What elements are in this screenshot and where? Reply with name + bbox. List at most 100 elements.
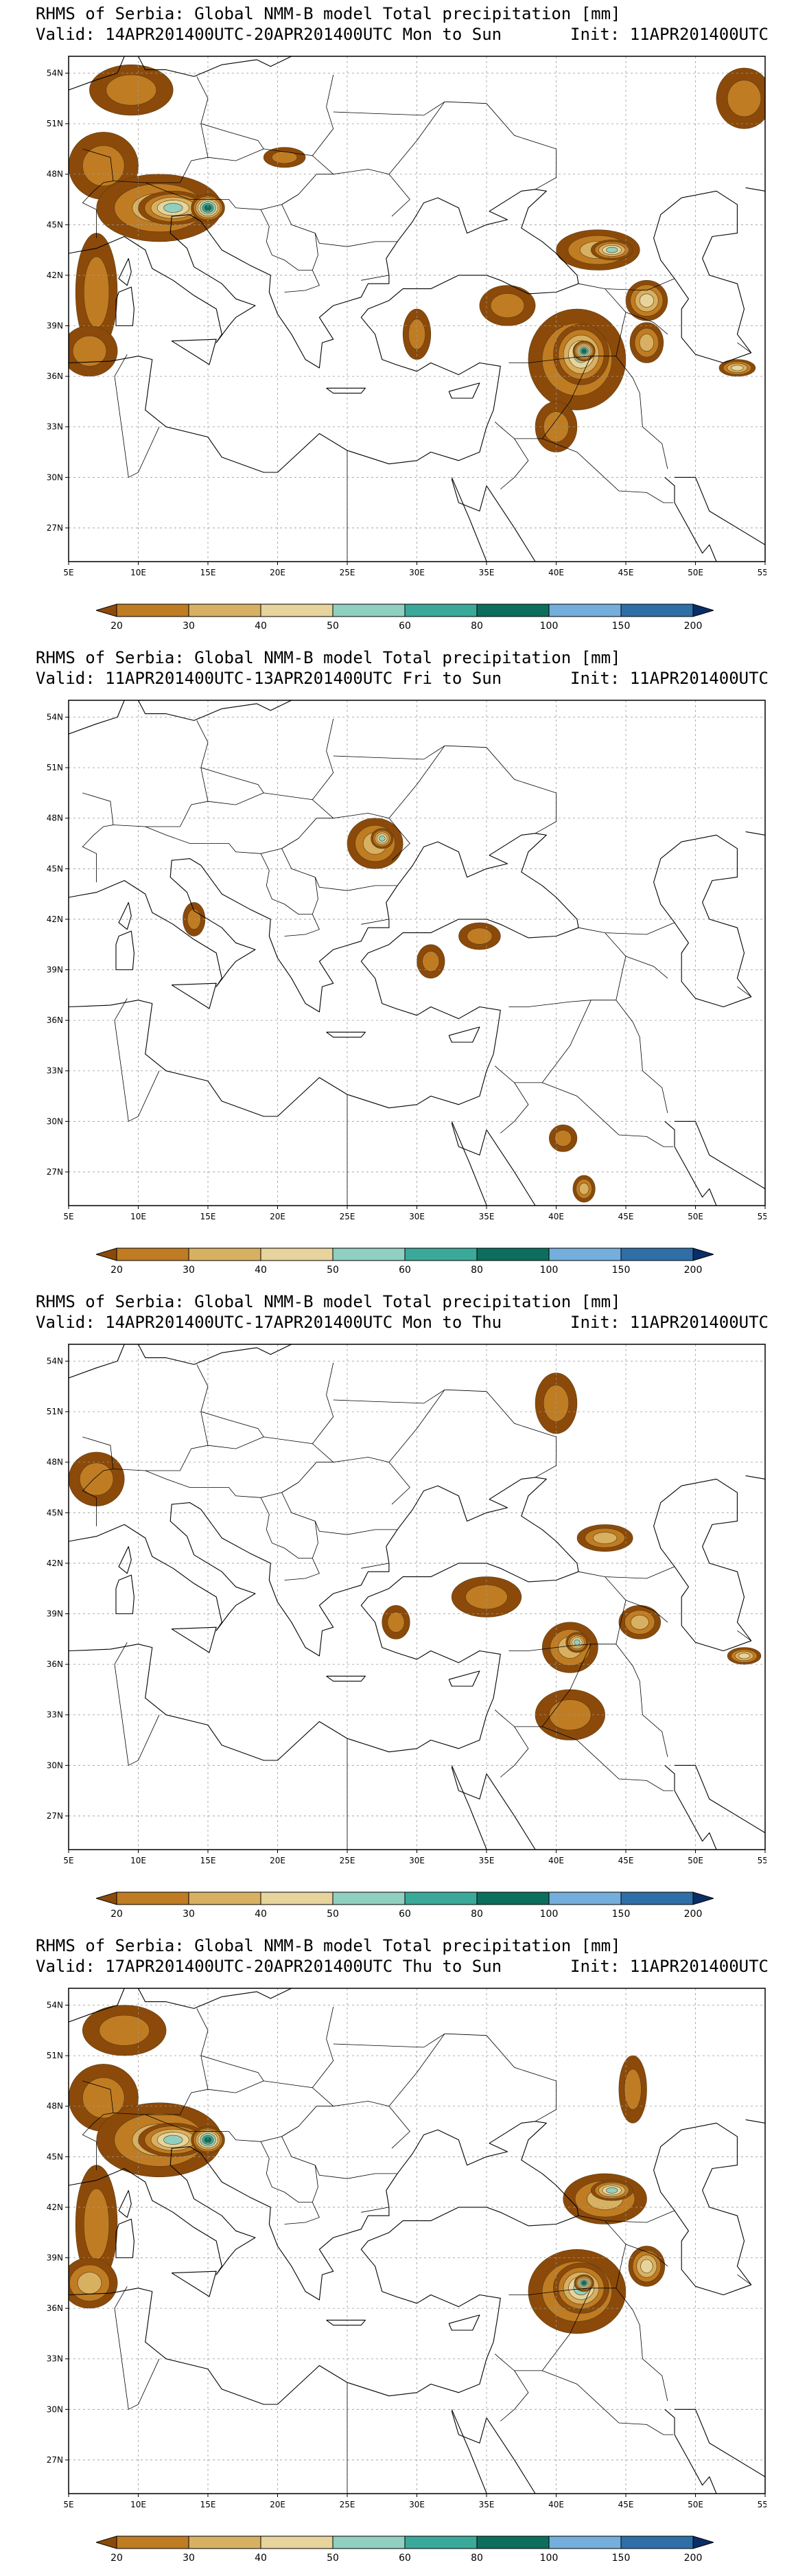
precip-contour <box>272 151 298 164</box>
country-border <box>494 1644 592 1727</box>
coastline <box>451 479 487 511</box>
coastline <box>448 382 480 399</box>
precip-contour <box>106 74 157 106</box>
country-border <box>312 877 318 915</box>
precip-contour <box>99 2014 150 2046</box>
coastline <box>115 2218 134 2259</box>
precip-contour <box>606 246 618 253</box>
country-border <box>578 1566 675 1579</box>
lon-tick-label: 55E <box>758 568 766 577</box>
lon-tick-label: 25E <box>340 1856 355 1865</box>
colorbar-label: 20 <box>110 1265 123 1276</box>
colorbar-label: 20 <box>110 2553 123 2564</box>
coastline <box>448 2314 480 2331</box>
colorbar-label: 20 <box>110 621 123 632</box>
country-border <box>333 2033 445 2106</box>
country-border <box>200 2055 264 2090</box>
panel-title: RHMS of Serbia: Global NMM-B model Total… <box>36 1292 621 1311</box>
country-border <box>494 356 592 439</box>
lat-tick-label: 33N <box>47 1710 63 1720</box>
lat-tick-label: 36N <box>47 1015 63 1025</box>
precip-contour <box>422 951 440 972</box>
country-border <box>114 998 160 1122</box>
lat-tick-label: 30N <box>47 2404 63 2414</box>
lon-tick-label: 5E <box>63 2500 73 2509</box>
colorbar-label: 60 <box>399 2553 411 2564</box>
precip-contour <box>379 835 386 842</box>
country-border <box>196 2008 209 2056</box>
lon-tick-label: 55E <box>758 1212 766 1221</box>
lon-tick-label: 50E <box>688 568 703 577</box>
country-border <box>445 2033 557 2122</box>
lat-tick-label: 33N <box>47 2354 63 2364</box>
precipitation-colorbar: 20 30 40 50 60 80 100 150 200 <box>96 1247 714 1276</box>
coastline <box>69 1988 125 2023</box>
precip-contour <box>77 2272 102 2295</box>
country-border <box>500 2370 529 2422</box>
lon-tick-label: 25E <box>340 2500 355 2509</box>
country-border <box>82 148 114 238</box>
country-border <box>625 2244 668 2267</box>
coastline <box>675 1764 765 1833</box>
coastline <box>118 2190 132 2218</box>
colorbar-label: 200 <box>684 621 703 632</box>
coastline <box>171 2270 217 2297</box>
lat-tick-label: 51N <box>47 2051 63 2060</box>
colorbar-label: 150 <box>612 1265 631 1276</box>
colorbar-swatch <box>404 603 478 617</box>
colorbar-swatch <box>332 1891 406 1905</box>
country-border <box>281 2126 398 2179</box>
country-border <box>200 123 264 158</box>
panel-init-time: Init: 11APR201400UTC <box>570 1957 769 1976</box>
coastline <box>171 338 217 365</box>
precipitation-map: 5E 10E 15E 20E 25E 30E 35E 40E 45E 50E 55E 27N 30N 33… <box>47 56 766 577</box>
precip-contour <box>592 1532 618 1544</box>
colorbar-label: 80 <box>471 1909 483 1920</box>
lat-tick-label: 54N <box>47 2001 63 2010</box>
colorbar-min-arrow <box>96 603 117 617</box>
coastline <box>115 930 134 971</box>
coastlines-borders <box>69 56 765 562</box>
coastline <box>118 1546 132 1574</box>
lon-tick-label: 50E <box>688 2500 703 2509</box>
colorbar-label: 60 <box>399 1265 411 1276</box>
country-border <box>333 101 445 174</box>
precip-contour <box>163 2135 183 2145</box>
coastlines-borders <box>69 700 765 1206</box>
precipitation-fields <box>69 1372 762 1740</box>
precip-contour <box>731 365 744 371</box>
lon-tick-label: 50E <box>688 1856 703 1865</box>
colorbar-label: 50 <box>327 621 339 632</box>
country-border <box>260 2141 320 2224</box>
colorbar-swatch <box>404 1247 478 1261</box>
coastline <box>664 476 717 562</box>
country-border <box>312 74 334 156</box>
lon-tick-label: 5E <box>63 568 73 577</box>
country-border <box>200 767 264 802</box>
country-border <box>145 1462 333 1498</box>
coastline <box>69 189 579 473</box>
precip-contour <box>581 2281 587 2286</box>
precip-contour <box>554 1129 572 1147</box>
country-border <box>542 1082 673 1147</box>
country-border <box>312 718 334 800</box>
coastline <box>448 1026 480 1043</box>
colorbar-label: 80 <box>471 621 483 632</box>
colorbar-swatch <box>332 1247 406 1261</box>
lat-tick-label: 30N <box>47 472 63 482</box>
lon-tick-label: 25E <box>340 568 355 577</box>
lat-tick-label: 42N <box>47 271 63 280</box>
coastline <box>69 833 579 1117</box>
lon-tick-label: 40E <box>548 568 564 577</box>
colorbar-min-arrow <box>96 1247 117 1261</box>
precipitation-colorbar: 20 30 40 50 60 80 100 150 200 <box>96 603 714 632</box>
lon-tick-label: 30E <box>409 1856 425 1865</box>
country-border <box>542 2370 673 2435</box>
graticule <box>69 700 765 1206</box>
lon-tick-label: 40E <box>548 2500 564 2509</box>
coastline <box>675 1120 765 1189</box>
country-border <box>145 2106 333 2142</box>
lat-tick-label: 45N <box>47 1508 63 1517</box>
coastline <box>451 1765 508 1850</box>
lat-tick-label: 48N <box>47 814 63 823</box>
